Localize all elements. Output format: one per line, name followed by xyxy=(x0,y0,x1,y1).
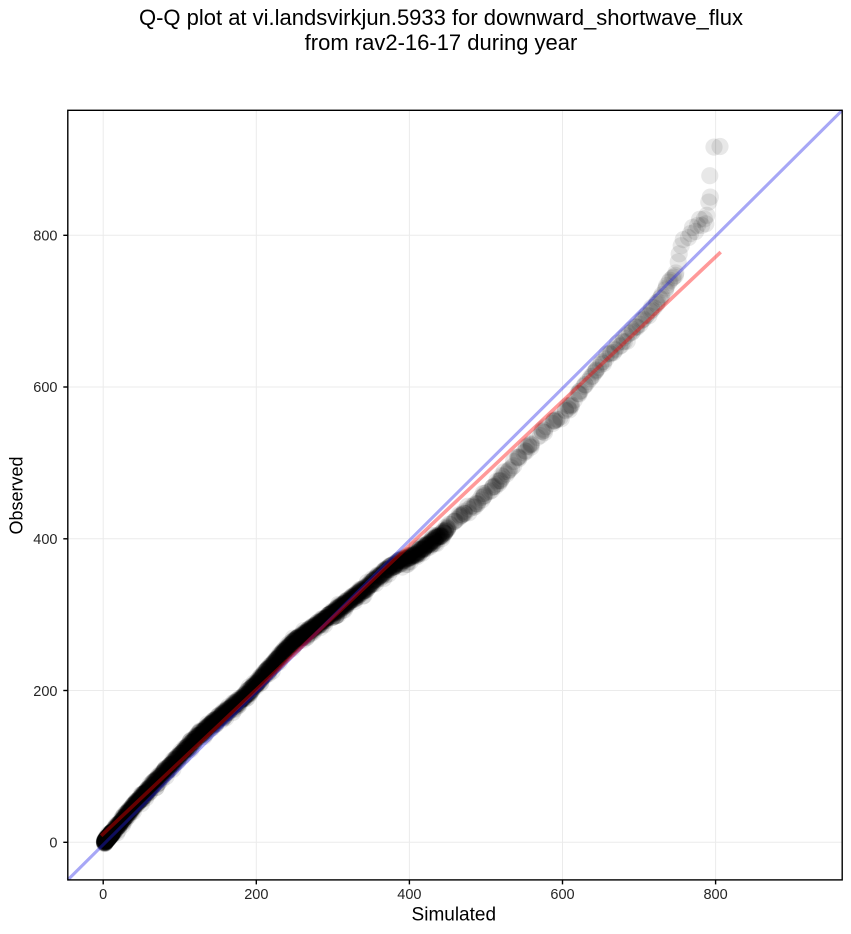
svg-text:200: 200 xyxy=(244,887,268,903)
svg-text:800: 800 xyxy=(33,229,57,245)
svg-text:800: 800 xyxy=(703,887,727,903)
svg-text:600: 600 xyxy=(33,380,57,396)
svg-text:400: 400 xyxy=(33,532,57,548)
svg-text:600: 600 xyxy=(550,887,574,903)
svg-text:from rav2-16-17 during year: from rav2-16-17 during year xyxy=(305,30,578,55)
svg-text:200: 200 xyxy=(33,684,57,700)
svg-text:Q-Q plot at vi.landsvirkjun.59: Q-Q plot at vi.landsvirkjun.5933 for dow… xyxy=(139,5,743,30)
svg-text:0: 0 xyxy=(49,836,57,852)
svg-text:Observed: Observed xyxy=(6,456,26,534)
svg-text:Simulated: Simulated xyxy=(412,904,497,925)
svg-text:0: 0 xyxy=(99,887,107,903)
svg-text:400: 400 xyxy=(397,887,421,903)
